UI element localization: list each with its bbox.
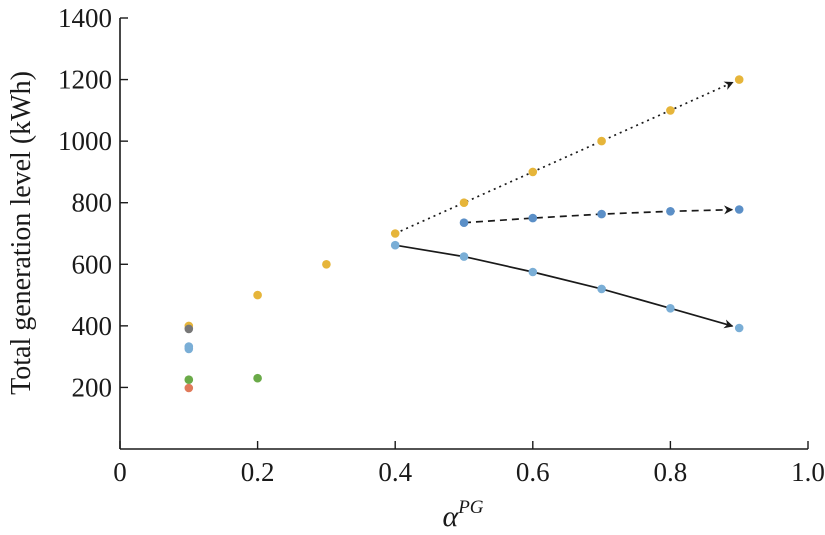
x-axis-title: αPG: [442, 497, 483, 533]
y-tick-label: 600: [72, 249, 113, 279]
y-tick-label: 1400: [58, 3, 112, 33]
dotted-trend-arrow: [394, 81, 734, 235]
data-points: [184, 75, 744, 393]
x-tick-label: 0.8: [654, 457, 688, 487]
axes: [119, 18, 808, 450]
light-blue-point: [734, 323, 744, 333]
y-tick-label: 1000: [58, 126, 112, 156]
mid-blue-point: [528, 213, 538, 223]
light-blue-point: [184, 342, 194, 351]
orange-point: [322, 260, 331, 269]
trend-arrows: [394, 81, 734, 329]
light-blue-point: [597, 284, 606, 294]
x-tick-label: 1.0: [791, 457, 825, 487]
orange-point: [734, 75, 744, 84]
gray-point: [184, 324, 194, 334]
y-axis-title: Total generation level (kWh): [6, 71, 37, 395]
solid-trend-arrow: [395, 244, 734, 329]
red-point: [184, 383, 194, 393]
green-point: [184, 375, 194, 385]
y-tick-label: 800: [72, 188, 113, 218]
orange-point: [597, 136, 606, 146]
mid-blue-point: [597, 209, 606, 219]
ticks: 0 0.2 0.4 0.6 0.8 1.0 200 400 600 800 1000 1200 1400: [58, 3, 825, 487]
mid-blue-point: [459, 218, 469, 227]
orange-point: [459, 198, 469, 207]
mid-blue-point: [734, 205, 744, 214]
light-blue-point: [528, 267, 538, 277]
y-tick-label: 200: [72, 372, 113, 402]
x-tick-label: 0.6: [516, 457, 550, 487]
light-blue-point: [459, 252, 469, 261]
x-tick-label: 0.4: [378, 457, 412, 487]
orange-point: [253, 290, 262, 300]
light-blue-point: [666, 304, 675, 313]
orange-point: [528, 167, 538, 177]
y-tick-label: 1200: [58, 65, 112, 95]
green-point: [253, 373, 262, 383]
mid-blue-point: [666, 207, 675, 216]
light-blue-point: [390, 240, 400, 250]
x-axis-title-superscript: PG: [457, 497, 484, 518]
x-axis-title-base: α: [442, 500, 459, 533]
x-tick-label: 0.2: [241, 457, 275, 487]
x-tick-label: 0: [113, 457, 127, 487]
orange-point: [390, 229, 400, 238]
y-tick-label: 400: [72, 311, 113, 341]
orange-point: [666, 106, 675, 115]
